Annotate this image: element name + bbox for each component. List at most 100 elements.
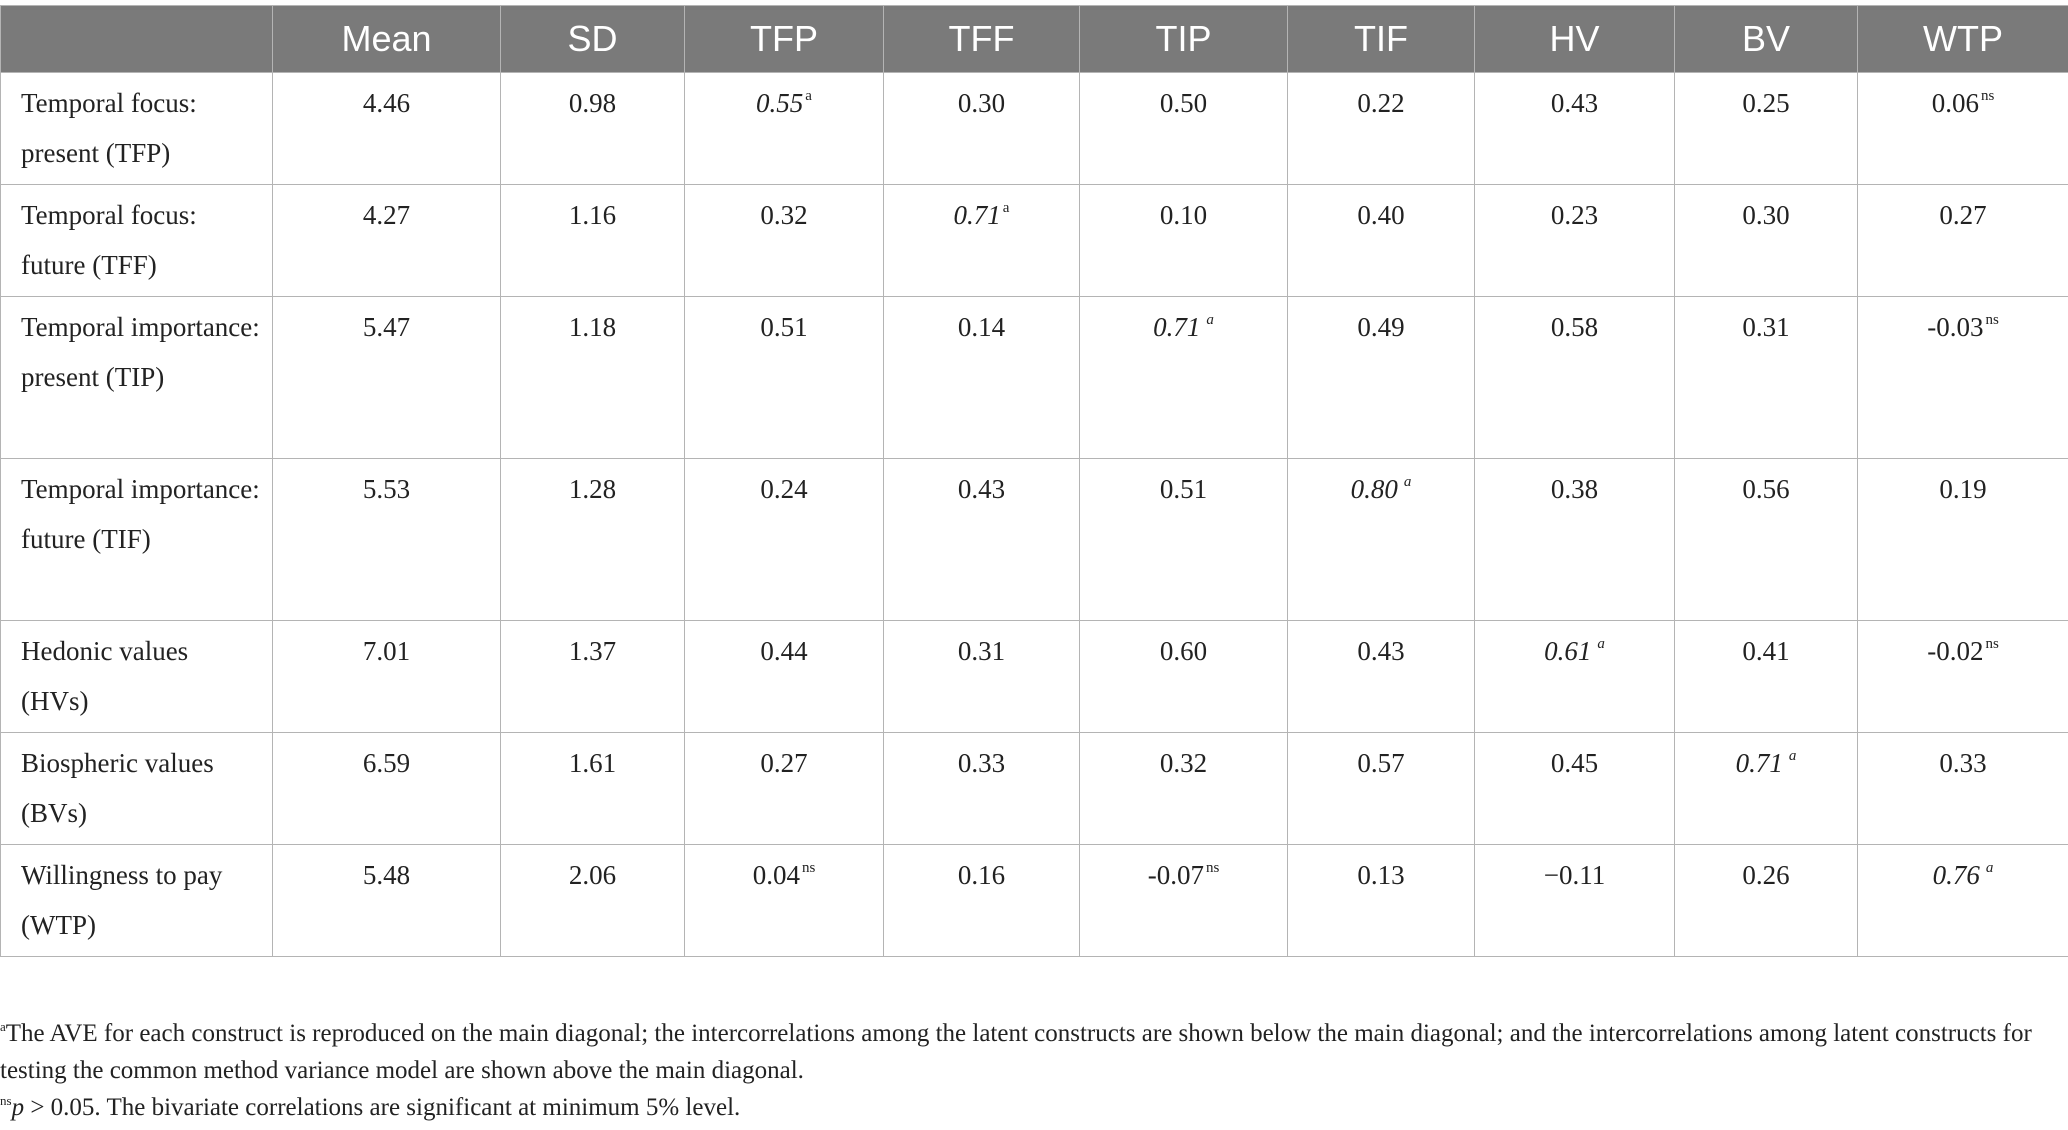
table-cell: 0.40 [1287,184,1475,297]
table-body: Temporal focus: present (TFP) 4.46 0.98 0.5… [0,72,2068,957]
cell-value: 0.33 [1939,748,1987,778]
cell-superscript: a [805,88,812,104]
cell-value: 0.40 [1357,200,1405,230]
table-cell: 0.43 [883,458,1080,621]
table-cell: 1.28 [500,458,685,621]
diagonal-value: 0.71 [1153,312,1201,342]
cell-value: 0.32 [1159,748,1208,778]
table-row: Temporal focus: present (TFP) 4.46 0.98 0.5… [0,72,2068,185]
correlation-table-container: Mean SD TFP TFF TIP TIF HV BV WTP Tempor… [0,5,2068,957]
table-cell: 0.71 a [883,184,1080,297]
table-cell: 0.56 [1674,458,1858,621]
cell-value: 6.59 [362,748,411,778]
cell-superscript: ns [1985,636,1999,652]
cell-value: 0.30 [957,88,1006,118]
cell-value: 7.01 [362,636,411,666]
footnote-ns: nsp > 0.05. The bivariate correlations a… [0,1089,2060,1126]
cell-value: 0.25 [1742,88,1790,118]
footnote-a-text: The AVE for each construct is reproduced… [0,1020,2032,1084]
cell-value: 1.18 [568,312,617,342]
cell-value: 4.27 [362,200,411,230]
table-cell: 0.32 [684,184,884,297]
footnote-a: aThe AVE for each construct is reproduce… [0,1015,2060,1089]
cell-superscript: a [1403,474,1412,490]
correlation-table: Mean SD TFP TFF TIP TIF HV BV WTP Tempor… [0,5,2068,957]
cell-value: −0.11 [1543,860,1606,890]
diagonal-value: 0.55 [756,88,804,118]
table-row: Hedonic values (HVs) 7.01 1.37 0.44 0.31 0.60… [0,620,2068,733]
table-cell: 0.22 [1287,72,1475,185]
cell-value: 5.53 [362,474,411,504]
cell-superscript: ns [801,860,816,876]
cell-value: 0.14 [957,312,1006,342]
table-cell: 0.44 [684,620,884,733]
cell-superscript: ns [1985,312,1999,328]
cell-value: 0.98 [568,88,617,118]
table-cell: 0.30 [1674,184,1858,297]
cell-value: 0.38 [1550,474,1599,504]
cell-value: 0.51 [1159,474,1208,504]
table-cell: 5.53 [272,458,501,621]
table-cell: 0.04 ns [684,844,884,957]
header-cell-sd: SD [500,5,685,73]
footnote-ns-text: > 0.05. The bivariate correlations are s… [24,1094,741,1121]
table-row: Willingness to pay (WTP) 5.48 2.06 0.04 ns 0.… [0,844,2068,957]
cell-value: 0.13 [1357,860,1405,890]
diagonal-value: 0.76 [1932,860,1980,890]
cell-value: 1.61 [568,748,617,778]
table-cell: 0.98 [500,72,685,185]
table-row: Temporal focus: future (TFF) 4.27 1.16 0.32… [0,184,2068,297]
cell-value: 0.58 [1550,312,1599,342]
cell-value: 0.10 [1159,200,1208,230]
cell-superscript: a [1788,748,1797,764]
table-cell: 1.37 [500,620,685,733]
table-cell: 0.31 [1674,296,1858,459]
table-cell: 0.16 [883,844,1080,957]
table-cell: 0.10 [1079,184,1288,297]
table-cell: 0.25 [1674,72,1858,185]
table-row: Temporal importance: present (TIP) 5.47 1.… [0,296,2068,459]
table-cell: 0.06 ns [1857,72,2068,185]
cell-value: 2.06 [568,860,617,890]
table-cell: 0.43 [1474,72,1675,185]
table-footnotes: aThe AVE for each construct is reproduce… [0,1015,2060,1126]
table-cell: 5.47 [272,296,501,459]
row-label: Hedonic values (HVs) [0,620,273,733]
table-cell: 0.50 [1079,72,1288,185]
table-cell: 5.48 [272,844,501,957]
table-cell: 4.27 [272,184,501,297]
row-label: Temporal focus: future (TFF) [0,184,273,297]
table-cell: 0.24 [684,458,884,621]
table-cell: 0.33 [1857,732,2068,845]
table-cell: 0.32 [1079,732,1288,845]
cell-value: 5.47 [362,312,411,342]
table-cell: 1.16 [500,184,685,297]
table-cell: 0.71 a [1079,296,1288,459]
table-cell: 0.30 [883,72,1080,185]
cell-value: 0.33 [957,748,1006,778]
table-cell: 0.51 [1079,458,1288,621]
header-cell-tif: TIF [1287,5,1475,73]
table-cell: 0.45 [1474,732,1675,845]
cell-value: 0.30 [1742,200,1790,230]
cell-value: 0.51 [760,312,808,342]
table-cell: 4.46 [272,72,501,185]
cell-superscript: a [1206,312,1214,328]
footnote-ns-variable: p [11,1094,25,1121]
cell-value: 0.24 [760,474,808,504]
cell-superscript: ns [1980,88,1995,104]
header-cell-tff: TFF [883,5,1080,73]
header-cell-hv: HV [1474,5,1675,73]
cell-value: 0.43 [957,474,1006,504]
cell-value: 0.43 [1357,636,1405,666]
table-cell: 0.19 [1857,458,2068,621]
cell-value: 0.22 [1357,88,1405,118]
diagonal-value: 0.80 [1350,474,1398,504]
header-cell-mean: Mean [272,5,501,73]
table-cell: 0.76 a [1857,844,2068,957]
cell-value: -0.03 [1927,312,1984,342]
header-cell-bv: BV [1674,5,1858,73]
table-cell: 0.31 [883,620,1080,733]
cell-value: 0.19 [1939,474,1987,504]
footnote-a-mark: a [0,1019,6,1034]
